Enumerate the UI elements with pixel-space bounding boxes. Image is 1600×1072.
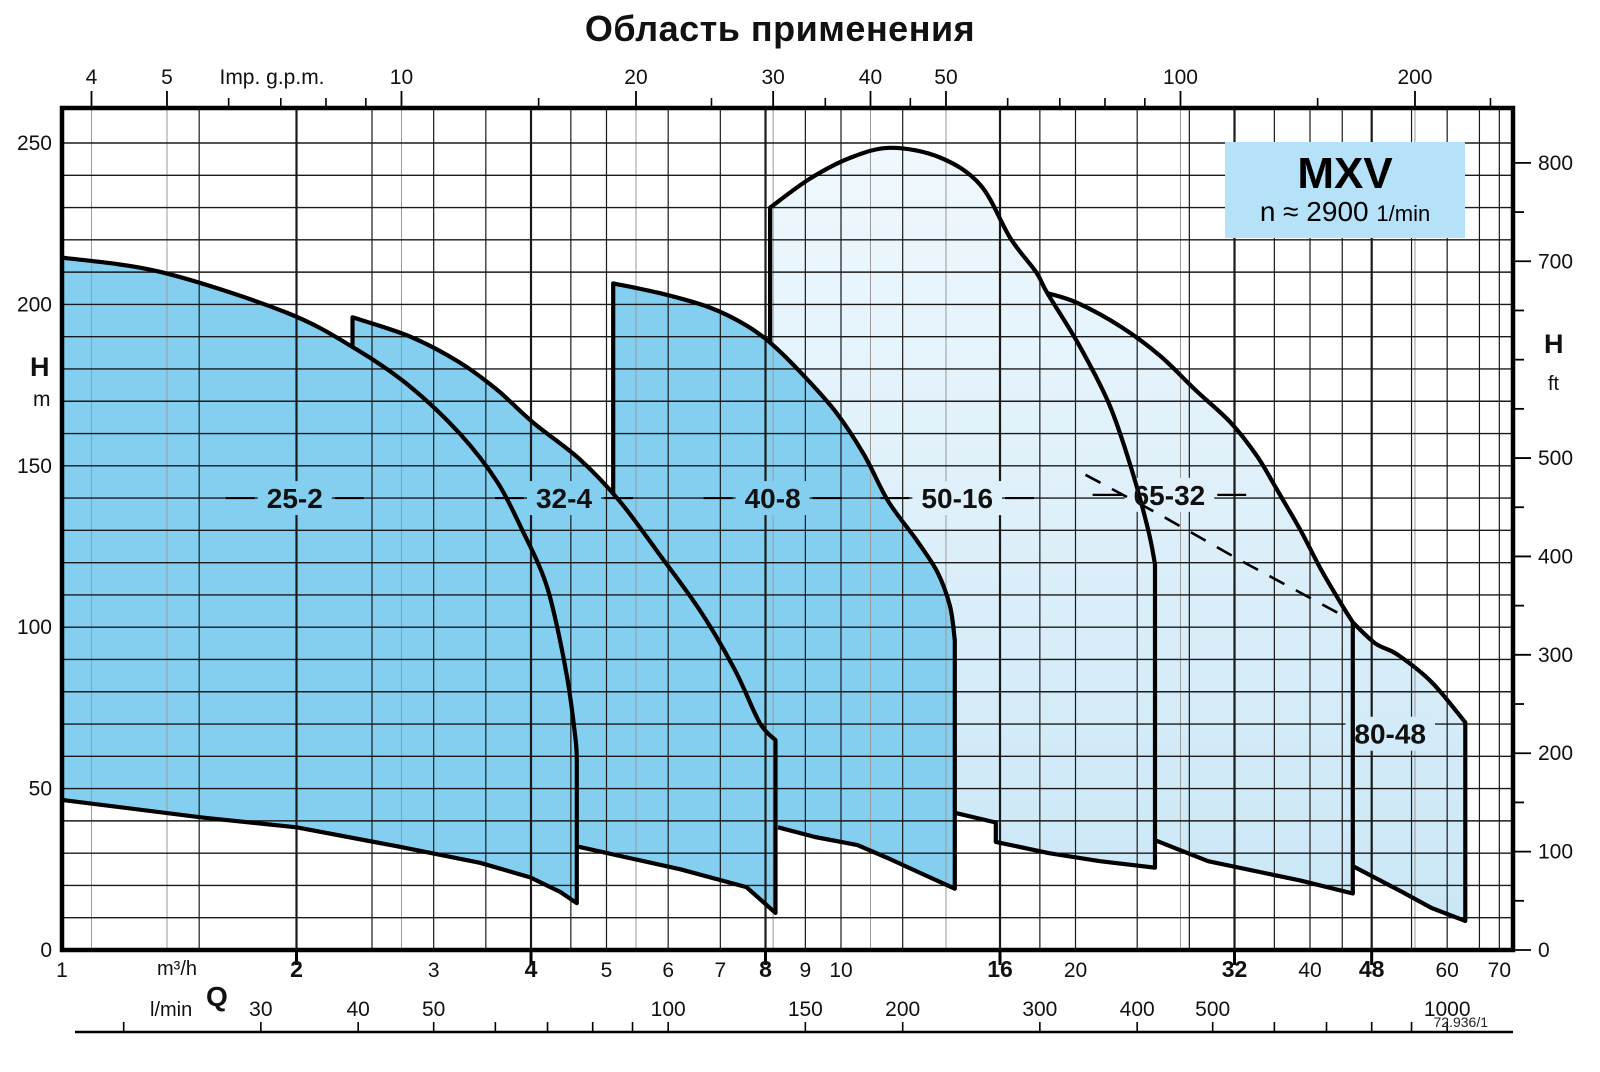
region-area-80-48 <box>1352 622 1466 921</box>
q-axis-unit-m3h: m³/h <box>157 958 197 980</box>
q-m3h-tick-label: 1 <box>56 959 68 982</box>
q-axis-quantity: Q <box>206 981 228 1012</box>
h-m-tick-label: 100 <box>17 616 52 639</box>
q-m3h-tick-label: 5 <box>601 959 613 982</box>
gpm-tick-label: 20 <box>624 66 647 89</box>
drawing-number: 72.936/1 <box>1433 1014 1489 1030</box>
q-m3h-tick-label: 9 <box>800 959 812 982</box>
q-lmin-tick-label: 30 <box>249 998 272 1021</box>
h-ft-tick-label: 500 <box>1538 447 1573 470</box>
gpm-axis-unit: Imp. g.p.m. <box>219 66 324 89</box>
q-lmin-tick-label: 500 <box>1195 998 1230 1021</box>
duty-limit-dashed-line <box>1084 473 1346 619</box>
region-fills <box>62 147 1466 921</box>
q-m3h-tick-label: 70 <box>1488 959 1511 982</box>
h-m-tick-label: 0 <box>40 939 52 962</box>
q-axis-unit-lmin: l/min <box>150 999 192 1021</box>
region-label-80-48: 80-48 <box>1354 719 1426 750</box>
h-ft-tick-label: 300 <box>1538 644 1573 667</box>
region-outline-50-16 <box>768 145 1158 870</box>
q-m3h-tick-label: 60 <box>1436 959 1459 982</box>
h-ft-tick-label: 800 <box>1538 152 1573 175</box>
left-axis-quantity: H <box>30 352 50 382</box>
gpm-tick-label: 50 <box>934 66 957 89</box>
region-label-halo <box>912 481 1003 516</box>
h-ft-tick-label: 400 <box>1538 545 1573 568</box>
region-label-halo <box>1345 716 1436 751</box>
region-outlines <box>61 145 1468 923</box>
region-label-halo <box>257 481 332 516</box>
gpm-tick-label: 4 <box>86 66 98 89</box>
region-outline-40-8 <box>611 281 957 891</box>
q-m3h-tick-label: 6 <box>662 959 674 982</box>
q-m3h-tick-label: 16 <box>987 956 1013 982</box>
q-lmin-tick-label: 200 <box>885 998 920 1021</box>
q-m3h-tick-label: 40 <box>1298 959 1321 982</box>
region-outline-65-32 <box>1046 291 1355 896</box>
region-outline-32-4 <box>350 315 778 915</box>
h-m-tick-label: 150 <box>17 455 52 478</box>
q-lmin-tick-label: 100 <box>651 998 686 1021</box>
gpm-tick-label: 200 <box>1397 66 1432 89</box>
q-lmin-tick-label: 1000 <box>1424 998 1471 1021</box>
region-label-50-16: 50-16 <box>921 483 993 514</box>
page-title: Область применения <box>584 8 976 49</box>
q-m3h-tick-label: 20 <box>1064 959 1087 982</box>
label-halos <box>257 477 1436 751</box>
region-area-25-2 <box>62 257 577 904</box>
region-label-halo <box>526 481 602 516</box>
gpm-tick-label: 30 <box>761 66 784 89</box>
q-m3h-tick-label: 7 <box>714 959 726 982</box>
q-lmin-tick-label: 300 <box>1022 998 1057 1021</box>
gridlines <box>62 108 1513 950</box>
q-m3h-tick-label: 48 <box>1359 956 1385 982</box>
h-m-tick-label: 250 <box>17 132 52 155</box>
h-ft-tick-label: 0 <box>1538 939 1550 962</box>
region-label-25-2: 25-2 <box>267 483 323 514</box>
q-lmin-tick-label: 400 <box>1120 998 1155 1021</box>
model-badge: MXV n ≈ 2900 1/min <box>1225 142 1465 238</box>
q-lmin-tick-label: 40 <box>347 998 370 1021</box>
region-area-40-8 <box>613 283 955 889</box>
h-m-tick-label: 50 <box>29 778 52 801</box>
region-outline-80-48 <box>1351 620 1468 923</box>
h-ft-tick-label: 700 <box>1538 250 1573 273</box>
gpm-tick-label: 100 <box>1163 66 1198 89</box>
model-speed: n ≈ 2900 1/min <box>1259 196 1431 227</box>
model-name: MXV <box>1297 149 1393 198</box>
right-axis-unit: ft <box>1548 373 1560 395</box>
region-outline-25-2 <box>61 255 579 906</box>
gpm-tick-label: 5 <box>161 66 173 89</box>
q-m3h-tick-label: 3 <box>428 959 440 982</box>
gpm-tick-label: 10 <box>390 66 413 89</box>
q-m3h-tick-label: 2 <box>290 956 303 982</box>
q-m3h-tick-label: 8 <box>759 956 772 982</box>
region-labels: 80-48 65-32 50-16 40-8 32-4 25-2 <box>225 480 1426 750</box>
plot-border <box>59 105 1516 953</box>
left-axis-unit: m <box>33 388 51 411</box>
gpm-tick-label: 40 <box>859 66 882 89</box>
q-lmin-tick-label: 50 <box>422 998 445 1021</box>
q-m3h-tick-label: 4 <box>525 956 538 982</box>
right-axis-quantity: H <box>1544 329 1564 359</box>
q-m3h-tick-label: 32 <box>1222 956 1248 982</box>
q-m3h-tick-label: 10 <box>829 959 852 982</box>
h-ft-tick-label: 100 <box>1538 841 1573 864</box>
q-lmin-tick-label: 150 <box>788 998 823 1021</box>
h-m-tick-label: 200 <box>17 293 52 316</box>
region-label-32-4: 32-4 <box>536 483 592 514</box>
region-label-65-32: 65-32 <box>1134 480 1206 511</box>
region-label-halo <box>735 481 810 516</box>
h-ft-tick-label: 200 <box>1538 742 1573 765</box>
region-label-40-8: 40-8 <box>745 483 801 514</box>
